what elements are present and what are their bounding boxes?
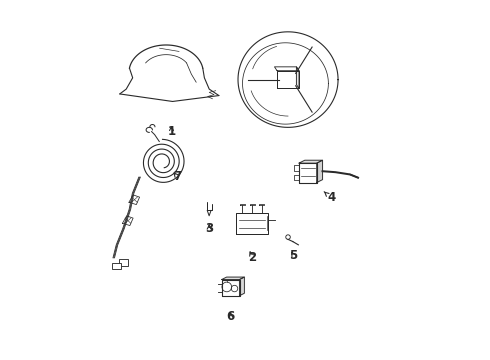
Polygon shape — [274, 67, 299, 71]
Bar — [119, 260, 128, 266]
Polygon shape — [317, 160, 322, 183]
Polygon shape — [236, 212, 269, 234]
Polygon shape — [207, 210, 211, 216]
Polygon shape — [207, 202, 212, 210]
Text: 6: 6 — [226, 310, 235, 324]
Polygon shape — [299, 160, 322, 163]
Text: 7: 7 — [173, 170, 181, 183]
Polygon shape — [296, 67, 299, 89]
Polygon shape — [222, 277, 245, 279]
Polygon shape — [259, 203, 265, 206]
Polygon shape — [240, 203, 245, 206]
Polygon shape — [122, 216, 133, 226]
Polygon shape — [294, 165, 299, 171]
Text: 4: 4 — [324, 192, 335, 204]
Polygon shape — [249, 203, 255, 206]
Polygon shape — [240, 277, 245, 296]
Polygon shape — [129, 195, 140, 204]
Text: 2: 2 — [248, 251, 256, 264]
Polygon shape — [222, 279, 240, 296]
Text: 3: 3 — [205, 222, 213, 235]
Polygon shape — [294, 175, 299, 180]
Text: 5: 5 — [289, 249, 297, 262]
Polygon shape — [277, 71, 299, 89]
Polygon shape — [299, 163, 317, 183]
Bar — [113, 263, 122, 269]
Text: 1: 1 — [168, 125, 175, 138]
